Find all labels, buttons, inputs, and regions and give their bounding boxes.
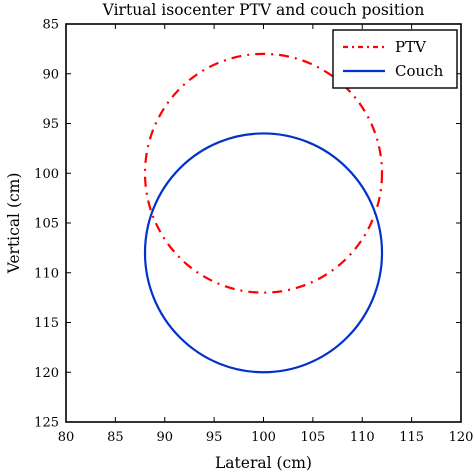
legend-ptv-label: PTV [395,38,427,56]
x-tick-label: 115 [399,430,424,445]
x-tick-label: 100 [251,430,276,445]
plot-area: 80 85 90 95 100 105 110 115 120 85 90 95 100 105 110 11… [34,18,473,446]
x-axis-label: Lateral (cm) [215,454,312,472]
y-tick-label: 105 [34,217,59,232]
series-layer [143,52,384,374]
legend: PTV Couch [332,29,458,89]
x-tick-label: 95 [206,430,223,445]
x-tick-label: 110 [350,430,375,445]
x-tick-label: 90 [156,430,173,445]
y-tick-label: 115 [34,316,59,331]
x-tick-label: 120 [449,430,474,445]
y-tick-label: 95 [42,117,59,132]
x-tick-label: 85 [107,430,124,445]
y-tick-label: 85 [42,18,59,33]
y-tick-label: 110 [34,266,59,281]
x-tick-label: 105 [300,430,325,445]
y-tick-label: 125 [34,416,59,431]
chart-title: Virtual isocenter PTV and couch position [102,1,425,19]
legend-couch-label: Couch [395,62,444,80]
ticks-layer: 80 85 90 95 100 105 110 115 120 85 90 95 100 105 110 11… [34,18,473,446]
legend-box [332,29,458,89]
y-tick-label: 100 [34,167,59,182]
y-tick-label: 120 [34,366,59,381]
y-axis-label: Vertical (cm) [5,173,23,275]
y-tick-label: 90 [42,67,59,82]
series-ptv-line [143,52,384,294]
x-tick-label: 80 [58,430,75,445]
series-couch-line [143,132,384,374]
